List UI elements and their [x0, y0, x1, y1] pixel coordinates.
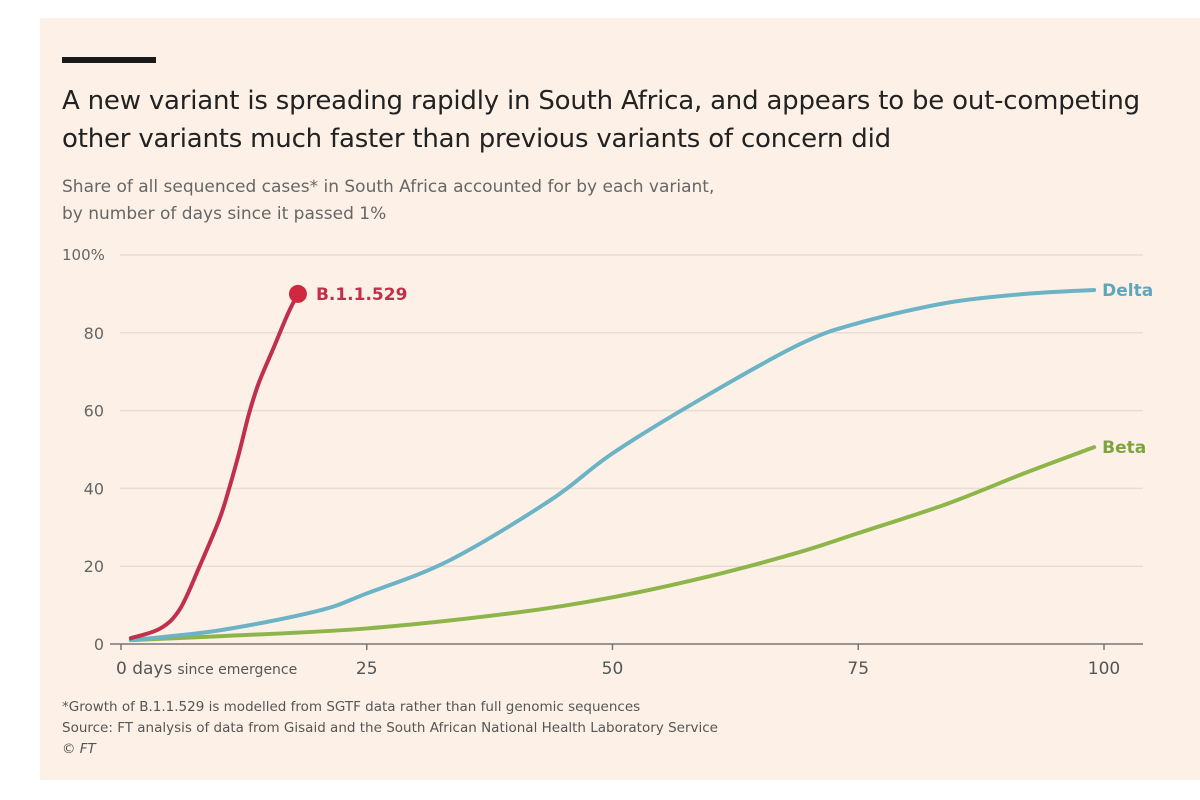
series-label-beta: Beta: [1102, 438, 1146, 458]
subtitle-line-1: Share of all sequenced cases* in South A…: [62, 177, 715, 197]
x-tick-label: 25: [356, 659, 378, 679]
x-axis-title: since emergence: [177, 662, 297, 678]
chart-subtitle: Share of all sequenced cases* in South A…: [62, 174, 1162, 228]
chart-footer: *Growth of B.1.1.529 is modelled from SG…: [62, 697, 718, 760]
series-lines: [128, 284, 1097, 643]
y-tick-label: 80: [84, 324, 104, 343]
series-label-b-1-1-529: B.1.1.529: [316, 285, 407, 305]
source-text: Source: FT analysis of data from Gisaid …: [62, 720, 718, 736]
x-tick-label: 50: [602, 659, 624, 679]
ft-header-rule: [62, 57, 156, 63]
y-tick-label: 60: [84, 402, 104, 421]
chart-card: [40, 18, 1200, 780]
series-line-b-1-1-529: [128, 291, 300, 641]
y-axis-labels: 0 20 40 60 80 100%: [62, 246, 105, 654]
footnote-text: *Growth of B.1.1.529 is modelled from SG…: [62, 699, 641, 715]
x-tick-label: 75: [847, 659, 869, 679]
gridlines: [120, 254, 1143, 567]
y-tick-label: 40: [84, 479, 104, 498]
series-line-beta: [128, 445, 1097, 643]
chart-title: A new variant is spreading rapidly in So…: [62, 86, 1140, 154]
series-label-delta: Delta: [1102, 281, 1153, 301]
y-tick-label: 0: [94, 635, 104, 654]
series-line-delta: [128, 288, 1097, 643]
subtitle-line-2: by number of days since it passed 1%: [62, 204, 387, 224]
x-tick-label: 100: [1088, 659, 1120, 679]
x-axis: 0 days since emergence 25 50 75 100: [110, 643, 1143, 679]
series-labels: Beta Delta B.1.1.529: [316, 281, 1153, 458]
y-tick-label: 20: [84, 557, 104, 576]
y-tick-label: 100%: [62, 246, 105, 264]
x-tick-label: 0 days since emergence: [116, 659, 297, 679]
series-end-marker-b-1-1-529: [288, 284, 307, 303]
copyright-text: © FT: [62, 741, 96, 757]
